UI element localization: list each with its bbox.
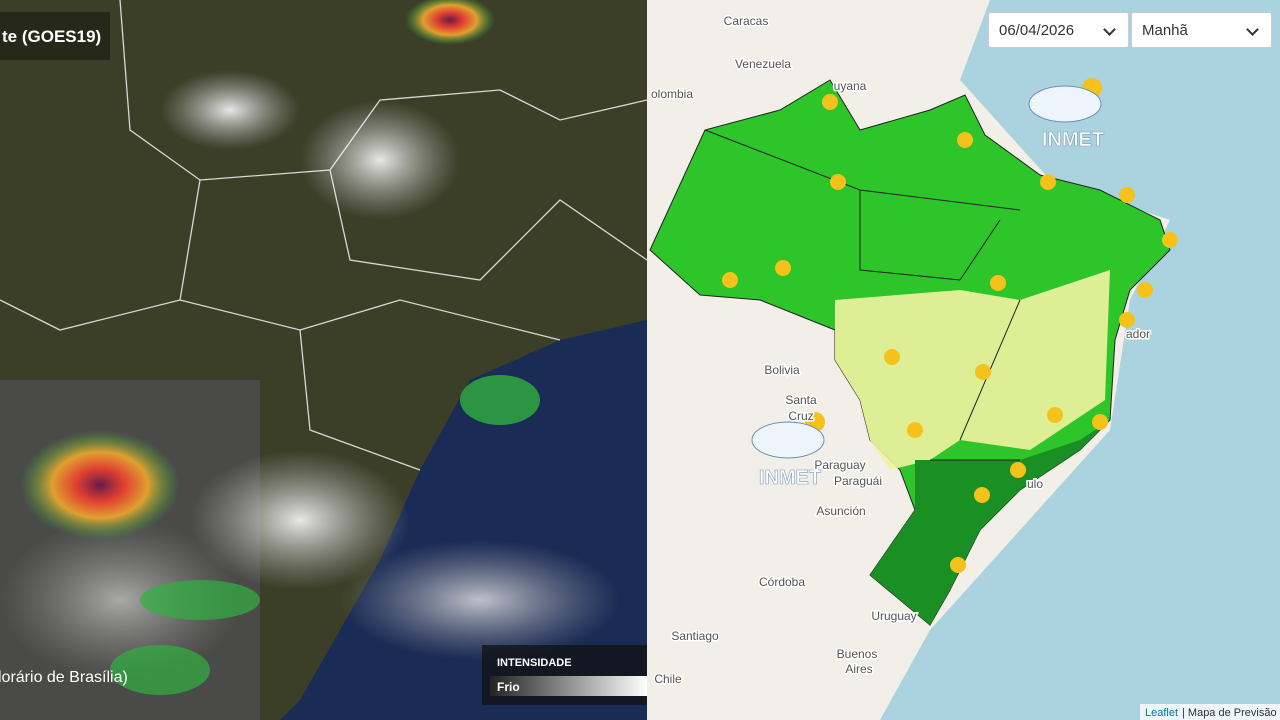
map-label: Aires: [845, 662, 872, 676]
map-label: Uruguay: [871, 609, 916, 623]
legend-label: Frio: [497, 680, 520, 694]
forecast-map: INMET INMET Caracas Venezuela uyana olom…: [647, 0, 1280, 720]
map-label: uyana: [834, 79, 867, 93]
map-label: Córdoba: [759, 575, 805, 589]
satellite-panel: te (GOES19) lorário de Brasília) INTENSI…: [0, 0, 648, 720]
timezone: lorário de Brasília): [0, 669, 128, 686]
map-label: Buenos: [837, 647, 878, 661]
map-label: ulo: [1027, 477, 1043, 491]
map-label: Cruz: [788, 409, 813, 423]
map-label: Asunción: [816, 504, 865, 518]
inmet-logo: INMET: [1042, 129, 1104, 151]
period-select[interactable]: Manhã: [1131, 12, 1272, 48]
inmet-logo: INMET: [759, 467, 821, 489]
map-label: Chile: [654, 672, 682, 686]
map-label: Venezuela: [735, 57, 791, 71]
map-label: olombia: [651, 87, 693, 101]
map-label: Paraguay: [814, 458, 865, 472]
map-labels: Caracas Venezuela uyana olombia Bolivia …: [649, 13, 1151, 688]
map-label: Bolivia: [764, 363, 800, 377]
map-label: Santa: [785, 393, 817, 407]
leaflet-link[interactable]: Leaflet: [1145, 707, 1178, 719]
map-label: Santiago: [671, 629, 719, 643]
satellite-title: te (GOES19): [2, 27, 101, 46]
legend-title: INTENSIDADE: [497, 657, 572, 669]
map-label: Paraguái: [834, 474, 882, 488]
map-label: Caracas: [724, 14, 769, 28]
attribution: | Mapa de Previsão: [1182, 707, 1277, 719]
date-select[interactable]: 06/04/2026: [988, 12, 1129, 48]
map-label: ador: [1126, 327, 1150, 341]
